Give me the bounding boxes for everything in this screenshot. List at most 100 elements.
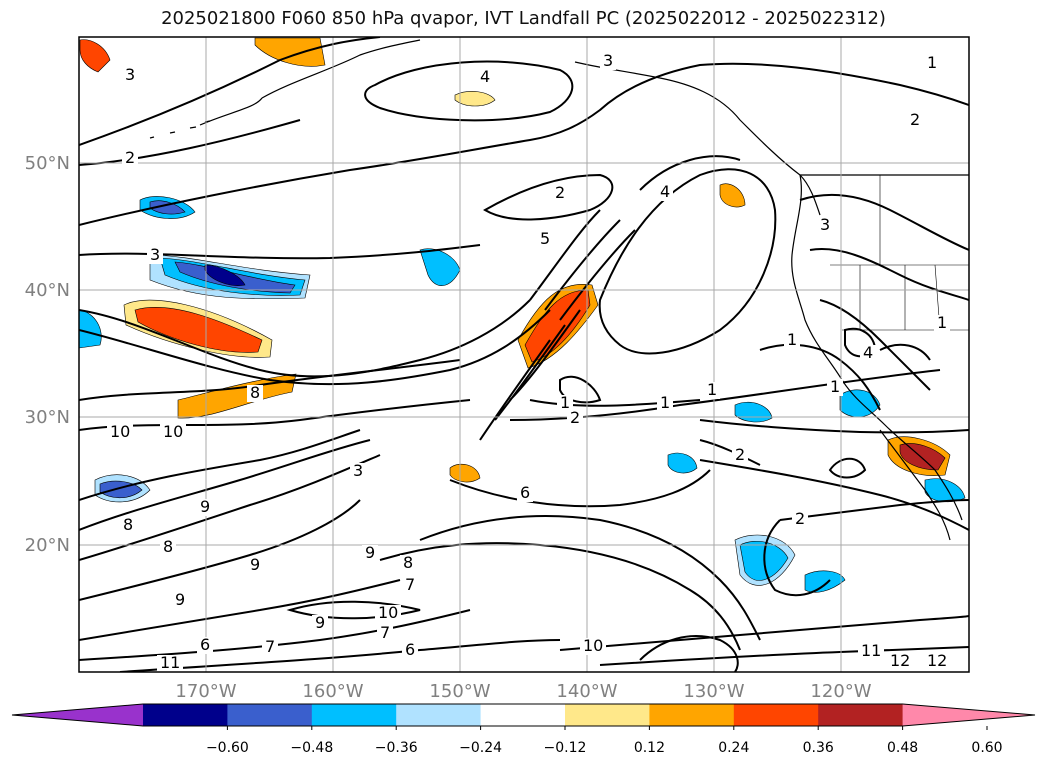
- fill-navy-core: [204, 264, 246, 286]
- contour-labels: 3431232245381010988996798710769116212111…: [107, 51, 950, 672]
- colorbar-swatch: [311, 704, 397, 726]
- contour-label: 5: [540, 229, 550, 248]
- lon-label-140w: 140°W: [556, 681, 617, 702]
- contour-label: 6: [520, 483, 530, 502]
- contour-label: 1: [830, 377, 840, 396]
- colorbar: [11, 703, 1036, 727]
- contour-label: 7: [265, 637, 275, 656]
- aleutian-islands: [149, 120, 211, 139]
- contour-label: 3: [353, 461, 363, 480]
- colorbar-swatch: [227, 704, 313, 726]
- contour-label-bg: [552, 185, 568, 202]
- contour-lines: [79, 37, 969, 672]
- colorbar-outline: [11, 703, 1036, 727]
- fill-blue-coast: [839, 389, 881, 418]
- contour-label: 2: [795, 509, 805, 528]
- contour-label-bg: [934, 315, 950, 332]
- contour-label-bg: [557, 395, 573, 412]
- colorbar-tick-label: 0.12: [634, 740, 665, 756]
- contour-label: 2: [735, 445, 745, 464]
- contour-label: 7: [380, 623, 390, 642]
- contour-label: 8: [403, 553, 413, 572]
- contour-label: 9: [315, 613, 325, 632]
- contour-label: 1: [927, 53, 937, 72]
- contour-label: 8: [123, 515, 133, 534]
- contour-label: 2: [910, 110, 920, 129]
- colorbar-tick-label: −0.36: [375, 740, 418, 756]
- contour-label: 2: [570, 408, 580, 427]
- contour-label-bg: [860, 345, 876, 362]
- contour-label-bg: [537, 231, 553, 248]
- colorbar-tick-label: −0.24: [459, 740, 502, 756]
- contour-label-bg: [247, 557, 263, 574]
- contour-label: 11: [160, 653, 180, 672]
- colorbar-swatch: [565, 704, 650, 726]
- colorbar-tick-label: 0.24: [718, 740, 749, 756]
- contour-label-bg: [157, 655, 183, 672]
- lon-label-150w: 150°W: [429, 681, 490, 702]
- contour-label-bg: [817, 217, 833, 234]
- colorbar-tick-label: −0.12: [544, 740, 587, 756]
- contour-label: 9: [175, 590, 185, 609]
- contour-label-bg: [887, 653, 913, 670]
- fill-blue-tropic: [667, 452, 698, 474]
- contour-label-bg: [402, 577, 418, 594]
- colorbar-extend-min: [12, 704, 143, 726]
- contour-label: 10: [110, 422, 130, 441]
- contour-label-bg: [477, 69, 493, 86]
- contour-label: 6: [405, 640, 415, 659]
- colorbar-swatch: [649, 704, 735, 726]
- contour-label-bg: [362, 545, 378, 562]
- fill-orange-top-left: [79, 39, 111, 73]
- contour-label: 11: [861, 641, 881, 660]
- lon-label-170w: 170°W: [175, 681, 236, 702]
- contour-label-bg: [827, 379, 843, 396]
- contour-label: 12: [890, 651, 910, 670]
- contour-label-bg: [792, 511, 808, 528]
- contour-label: 1: [787, 330, 797, 349]
- pacific-nw-coast: [791, 174, 963, 521]
- contour-label: 2: [555, 183, 565, 202]
- contour-label: 4: [660, 182, 670, 201]
- lon-label-160w: 160°W: [302, 681, 363, 702]
- fill-yellow-mid: [454, 91, 496, 107]
- colorbar-swatch: [396, 704, 482, 726]
- colorbar-tick-labels: −0.60 −0.48 −0.36 −0.24 −0.12 0.12 0.24 0.36 0.4…: [206, 726, 1003, 756]
- contour-label: 3: [125, 65, 135, 84]
- colorbar-tick-label: 0.60: [971, 740, 1002, 756]
- contour-label: 9: [200, 497, 210, 516]
- colorbar-tick-label: −0.60: [206, 740, 249, 756]
- contour-label: 1: [560, 393, 570, 412]
- contour-label-bg: [172, 592, 188, 609]
- contour-label: 12: [927, 651, 947, 670]
- contour-label-bg: [657, 184, 673, 201]
- contour-label: 4: [480, 67, 490, 86]
- contour-label: 3: [603, 51, 613, 70]
- anomaly-fills: [79, 37, 966, 593]
- contour-label-bg: [375, 605, 401, 622]
- fill-orange-bc: [719, 183, 746, 208]
- contour-label-bg: [120, 517, 136, 534]
- contour-label: 10: [583, 636, 603, 655]
- lat-label-40n: 40°N: [25, 280, 70, 301]
- colorbar-swatch: [480, 704, 566, 726]
- contour-label: 10: [163, 422, 183, 441]
- colorbar-swatch: [733, 704, 819, 726]
- map-title: 2025021800 F060 850 hPa qvapor, IVT Land…: [161, 8, 886, 29]
- lat-label-20n: 20°N: [25, 535, 70, 556]
- contour-label-bg: [517, 485, 533, 502]
- contour-label-bg: [160, 539, 176, 556]
- colorbar-tick-label: 0.36: [803, 740, 834, 756]
- contour-label-bg: [122, 150, 138, 167]
- contour-label-bg: [784, 332, 800, 349]
- colorbar-tick-label: 0.48: [887, 740, 918, 756]
- contour-label: 2: [125, 148, 135, 167]
- map-layers: 3431232245381010988996798710769116212111…: [79, 37, 969, 672]
- contour-label-bg: [350, 463, 366, 480]
- contour-label-bg: [567, 410, 583, 427]
- contour-label: 1: [707, 380, 717, 399]
- contour-label-bg: [580, 638, 606, 655]
- contour-label: 6: [200, 635, 210, 654]
- contour-label: 7: [405, 575, 415, 594]
